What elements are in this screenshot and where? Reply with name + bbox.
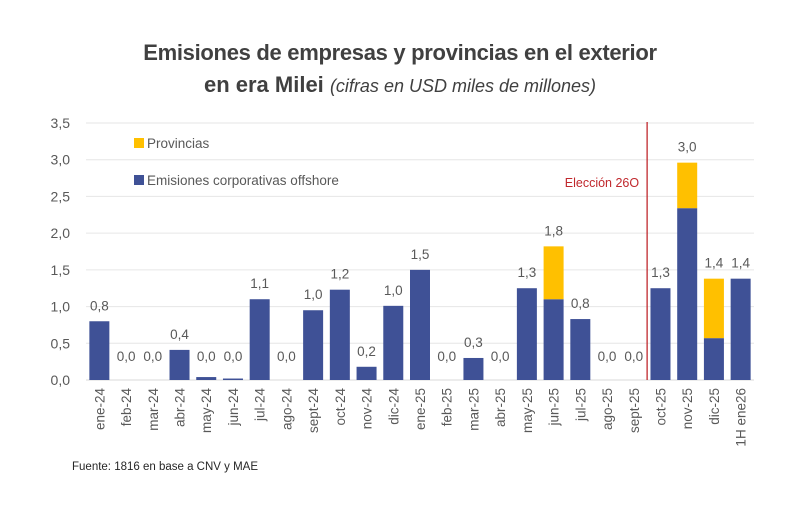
x-tick-label: feb-25 [440,388,455,426]
chart-title-bold: en era Milei [203,72,324,97]
data-label: 0,0 [117,349,136,364]
x-tick-label: ago-25 [600,388,615,430]
x-tick-label: dic-24 [386,388,401,425]
data-label: 1,8 [544,223,563,238]
bar-corporate [730,278,751,380]
data-label: 0,0 [143,349,162,364]
bar-corporate [677,208,698,380]
x-tick-label: oct-25 [653,388,668,426]
data-label: 0,8 [90,298,109,313]
x-tick-label: sept-24 [306,388,321,434]
data-label: 0,0 [491,349,510,364]
bar-corporate [543,299,564,380]
data-label: 0,0 [197,349,216,364]
x-tick-label: nov-24 [360,388,375,430]
x-tick-label: jul-25 [573,388,588,422]
x-tick-label: nov-25 [680,388,695,429]
legend-label: Emisiones corporativas offshore [147,173,339,188]
data-label: 1,0 [384,283,403,298]
bar-provincias [543,246,564,300]
y-tick-label: 0,0 [51,372,71,388]
y-tick-label: 1,0 [51,299,71,315]
bar-corporate [329,289,350,380]
bars [89,162,751,381]
y-tick-label: 2,0 [51,225,71,241]
data-label: 1,4 [705,256,724,271]
bar-corporate [356,366,377,380]
data-label: 0,0 [437,349,456,364]
y-tick-label: 2,5 [51,188,71,204]
data-label: 0,2 [357,344,376,359]
data-label: 0,0 [277,349,296,364]
data-label: 1,5 [411,247,430,262]
chart-subtitle-units: (cifras en USD miles de millones) [329,76,597,96]
legend: Provincias Emisiones corporativas offshor… [134,136,339,188]
legend-swatch-provincias [134,138,144,148]
data-labels: 0,8 0,0 0,0 0,4 0,0 0,0 1,1 0,0 1,0 1,2 0,2 1,0 1,5 0… [90,140,751,364]
x-axis: ene-24 feb-24 mar-24 abr-24 may-24 jun-24 jul-… [92,388,748,447]
annotations: Elección 26O [565,122,648,380]
x-tick-label: dic-25 [707,388,722,425]
bar-corporate [516,288,537,380]
chart-title-line2: en era Milei (cifras en USD miles de mil… [0,72,800,98]
x-tick-label: feb-24 [119,388,134,427]
data-label: 0,3 [464,335,483,350]
x-tick-label: 1H ene26 [734,388,749,447]
legend-swatch-corporate [134,175,144,185]
x-tick-label: may-24 [199,388,214,434]
data-label: 0,8 [571,296,590,311]
data-label: 1,2 [330,267,349,282]
bar-corporate [463,357,484,380]
data-label: 0,0 [598,349,617,364]
x-tick-label: may-25 [520,388,535,433]
x-tick-label: mar-25 [466,388,481,431]
bar-corporate [650,288,671,380]
x-tick-label: jun-24 [226,388,241,427]
legend-label: Provincias [147,136,210,151]
bar-provincias [703,278,724,339]
bar-corporate [303,310,324,380]
y-axis: 0,0 0,5 1,0 1,5 2,0 2,5 3,0 3,5 [51,115,71,388]
bar-corporate [570,319,591,380]
bar-provincias [677,162,698,209]
election-label: Elección 26O [565,176,640,190]
data-label: 1,3 [517,265,536,280]
x-tick-label: sept-25 [627,388,642,433]
data-label: 0,0 [224,349,243,364]
data-label: 0,0 [624,349,643,364]
data-label: 1,1 [250,276,269,291]
x-tick-label: oct-24 [333,388,348,426]
y-tick-label: 1,5 [51,262,71,278]
x-tick-label: mar-24 [146,388,161,431]
bar-corporate [169,349,190,380]
chart-title-line1: Emisiones de empresas y provincias en el… [143,40,657,65]
bar-corporate [222,378,243,381]
bar-corporate [249,299,270,380]
x-tick-label: jul-24 [253,388,268,423]
bar-corporate [196,377,217,380]
x-tick-label: abr-25 [493,388,508,427]
data-label: 1,0 [304,287,323,302]
x-tick-label: abr-24 [173,388,188,428]
y-tick-label: 3,5 [51,115,71,131]
data-label: 3,0 [678,140,697,155]
bar-corporate [89,321,110,380]
data-label: 1,4 [731,256,750,271]
data-label: 1,3 [651,265,670,280]
x-tick-label: jun-25 [547,388,562,427]
bar-corporate [383,305,404,380]
x-tick-label: ene-24 [92,388,107,431]
data-label: 0,4 [170,327,189,342]
bar-corporate [410,269,430,380]
y-tick-label: 0,5 [51,335,71,351]
bar-corporate [703,338,724,380]
x-tick-label: ago-24 [279,388,294,431]
source-note: Fuente: 1816 en base a CNV y MAE [72,461,259,473]
x-tick-label: ene-25 [413,388,428,430]
y-tick-label: 3,0 [51,152,71,168]
